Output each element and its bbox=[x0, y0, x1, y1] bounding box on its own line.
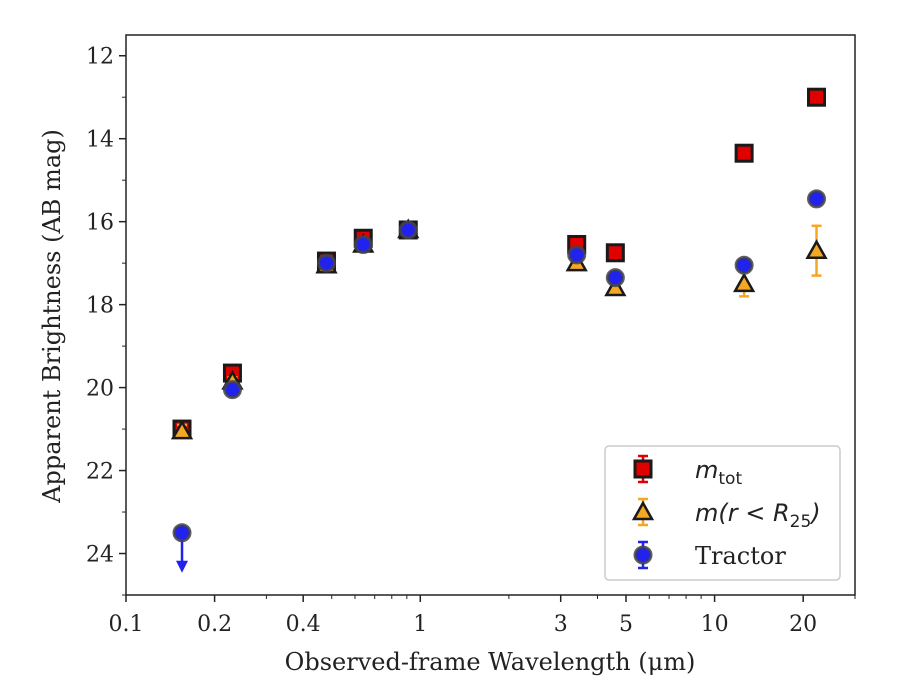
legend-marker-m_r25 bbox=[631, 500, 655, 521]
x-tick-label: 5 bbox=[619, 612, 633, 637]
tractor-point bbox=[172, 523, 192, 543]
m_tot-point bbox=[807, 87, 827, 107]
x-tick-label: 0.1 bbox=[109, 612, 144, 637]
y-tick-label: 24 bbox=[86, 543, 114, 568]
legend-label-m_tot: mtot bbox=[695, 456, 742, 489]
x-axis-label: Observed-frame Wavelength (μm) bbox=[285, 648, 696, 676]
tractor-point bbox=[222, 380, 242, 400]
legend: mtot m(r < R25) Tractor bbox=[604, 445, 841, 581]
legend-frame bbox=[604, 445, 841, 581]
x-tick-label: 10 bbox=[701, 612, 729, 637]
x-tick-label: 1 bbox=[413, 612, 427, 637]
y-tick-label: 16 bbox=[86, 211, 114, 236]
m_r25-point bbox=[805, 239, 828, 259]
tractor-point bbox=[605, 268, 625, 288]
m_tot-point bbox=[605, 243, 625, 263]
plot-frame bbox=[125, 34, 856, 596]
tractor-point bbox=[353, 234, 373, 254]
y-tick-label: 18 bbox=[86, 294, 114, 319]
tractor-point bbox=[316, 253, 336, 273]
legend-marker-m_tot bbox=[633, 459, 653, 479]
y-axis-label: Apparent Brightness (AB mag) bbox=[38, 129, 66, 504]
legend-label-tractor: Tractor bbox=[695, 542, 786, 570]
x-tick-label: 3 bbox=[554, 612, 568, 637]
m_tot-point bbox=[734, 143, 754, 163]
tractor-point bbox=[807, 189, 827, 209]
y-tick-label: 20 bbox=[86, 377, 114, 402]
legend-label-m_r25: m(r < R25) bbox=[695, 499, 821, 532]
y-tick-label: 14 bbox=[86, 128, 114, 153]
tractor-point bbox=[734, 255, 754, 275]
tractor-point bbox=[398, 220, 418, 240]
legend-marker-tractor bbox=[633, 545, 653, 565]
plot-area: 12 14 16 18 20 22 24 0.1 0.2 0.4 1 3 5 10 20 mtot m(r < … bbox=[86, 34, 856, 637]
x-tick-label: 0.2 bbox=[197, 612, 232, 637]
y-tick-label: 22 bbox=[86, 460, 114, 485]
tractor-point bbox=[567, 245, 587, 265]
m_r25-point bbox=[170, 419, 194, 440]
upper-limit-arrowhead bbox=[176, 560, 189, 573]
x-tick-label: 20 bbox=[789, 612, 817, 637]
m_r25-point bbox=[732, 272, 756, 293]
x-tick-label: 0.4 bbox=[286, 612, 321, 637]
y-tick-label: 12 bbox=[86, 45, 114, 70]
